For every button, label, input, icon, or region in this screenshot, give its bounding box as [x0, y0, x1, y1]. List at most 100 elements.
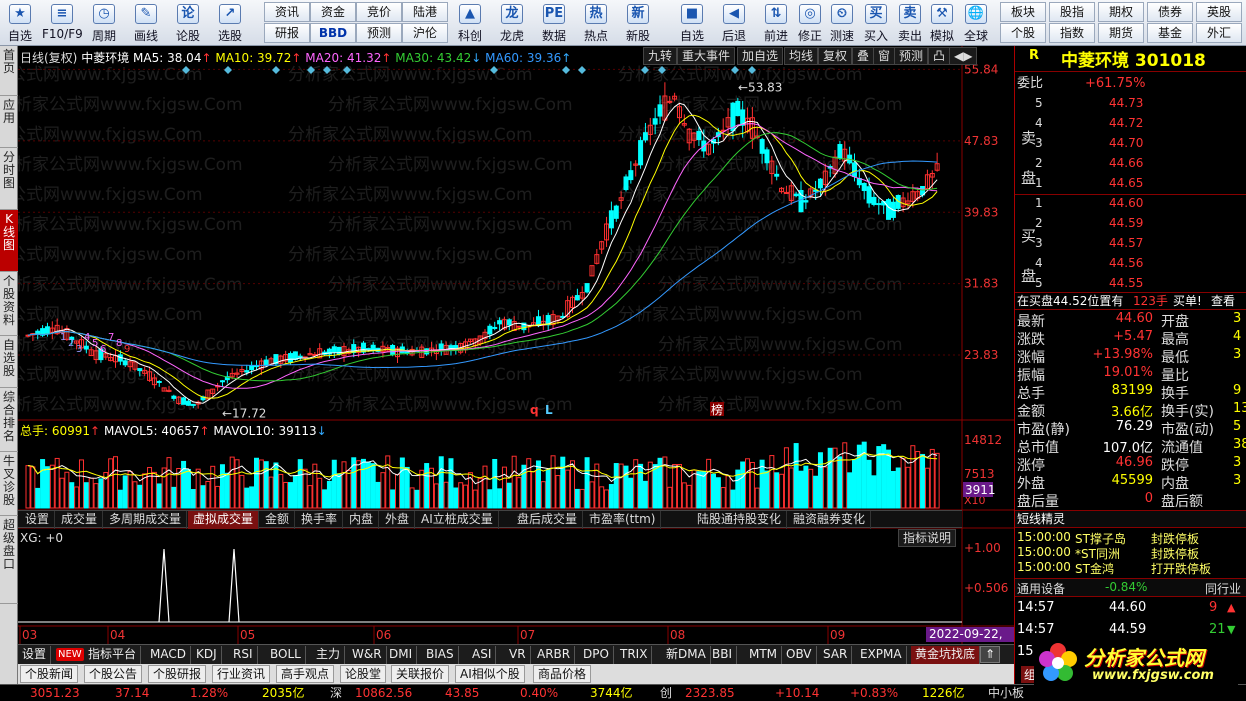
toolbar-btn-13[interactable]: ⇅ 前进 [756, 2, 796, 44]
grid2-btn-3-0[interactable]: 债券 [1147, 2, 1193, 22]
event-diamond-icon[interactable] [748, 66, 756, 74]
vol-tab-3[interactable]: 虚拟成交量 [188, 511, 260, 529]
toolbar-btn-14[interactable]: ◎ 修正 [790, 2, 830, 44]
grid2-btn-2-1[interactable]: 期货 [1098, 23, 1144, 43]
vol-tab-4[interactable]: 金额 [260, 511, 296, 529]
leftnav-item-2[interactable]: 分时图 [0, 148, 18, 210]
event-diamond-icon[interactable] [641, 66, 649, 74]
indicator-tab-9[interactable]: BIAS [422, 646, 459, 664]
chart-btn-1[interactable]: 重大事件 [677, 47, 736, 65]
vol-tab-11[interactable]: 陆股通持股变化 [692, 511, 788, 529]
kline-canvas[interactable]: 分析家公式网www.fxjgsw.Com 分析家公式网www.fxjgsw.Com… [18, 46, 1014, 644]
grid1-btn-0-1[interactable]: 研报 [264, 23, 310, 43]
l-marker[interactable]: L [545, 403, 553, 417]
info-tab-3[interactable]: 行业资讯 [212, 665, 271, 683]
indicator-tab-13[interactable]: DPO [579, 646, 614, 664]
indicator-tab-3[interactable]: KDJ [192, 646, 222, 664]
vol-tab-7[interactable]: 外盘 [380, 511, 416, 529]
grid2-btn-4-0[interactable]: 英股 [1196, 2, 1242, 22]
toolbar-btn-1[interactable]: ≡ F10/F9 [42, 2, 83, 44]
indicator-tab-5[interactable]: BOLL [266, 646, 306, 664]
indicator-tab-2[interactable]: MACD [146, 646, 191, 664]
toolbar-btn-11[interactable]: ■ 自选 [672, 2, 712, 44]
leftnav-item-0[interactable]: 首页 [0, 46, 18, 96]
toolbar-btn-10[interactable]: 新新股 [618, 2, 658, 44]
indicator-tab-14[interactable]: TRIX [616, 646, 653, 664]
indicator-tab-10[interactable]: ASI [468, 646, 497, 664]
chart-btn-3[interactable]: 均线 [784, 47, 819, 65]
event-diamond-icon[interactable] [182, 66, 190, 74]
event-diamond-icon[interactable] [658, 66, 666, 74]
vol-tab-9[interactable]: 盘后成交量 [512, 511, 584, 529]
event-diamond-icon[interactable] [323, 66, 331, 74]
scroll-up-icon[interactable]: ⇑ [980, 646, 1000, 663]
grid2-btn-1-0[interactable]: 股指 [1049, 2, 1095, 22]
toolbar-btn-7[interactable]: 龙龙虎 [492, 2, 532, 44]
grid1-btn-3-0[interactable]: 陆港 [402, 2, 448, 22]
grid1-btn-0-0[interactable]: 资讯 [264, 2, 310, 22]
sector-row[interactable]: 通用设备 -0.84% 同行业 [1015, 578, 1246, 597]
indicator-tab-17[interactable]: MTM [745, 646, 783, 664]
toolbar-btn-9[interactable]: 热热点 [576, 2, 616, 44]
event-diamond-icon[interactable] [731, 66, 739, 74]
toolbar-btn-17[interactable]: 卖卖出 [890, 2, 930, 44]
event-diamond-icon[interactable] [307, 66, 315, 74]
info-tab-5[interactable]: 论股堂 [340, 665, 387, 683]
chart-btn-5[interactable]: 叠 [852, 47, 875, 65]
grid2-btn-4-1[interactable]: 外汇 [1196, 23, 1242, 43]
info-tab-2[interactable]: 个股研报 [148, 665, 207, 683]
leftnav-item-5[interactable]: 自选股 [0, 336, 18, 388]
grid1-btn-3-1[interactable]: 沪伦 [402, 23, 448, 43]
grid1-btn-2-0[interactable]: 竞价 [356, 2, 402, 22]
grid1-btn-1-0[interactable]: 资金 [310, 2, 356, 22]
leftnav-item-8[interactable]: 超级盘口 [0, 516, 18, 604]
vol-tab-5[interactable]: 换手率 [296, 511, 344, 529]
vol-tab-2[interactable]: 多周期成交量 [104, 511, 188, 529]
chart-btn-2[interactable]: 加自选 [737, 47, 784, 65]
indicator-tab-8[interactable]: DMI [385, 646, 418, 664]
info-tab-8[interactable]: 商品价格 [533, 665, 592, 683]
vol-tab-1[interactable]: 成交量 [56, 511, 104, 529]
leftnav-item-3[interactable]: K线图 [0, 210, 18, 272]
indicator-tab-15[interactable]: 新DMA [662, 646, 711, 664]
info-tab-4[interactable]: 高手观点 [276, 665, 335, 683]
indicator-tab-7[interactable]: W&R [348, 646, 387, 664]
info-tab-0[interactable]: 个股新闻 [20, 665, 79, 683]
indicator-tab-18[interactable]: OBV [782, 646, 817, 664]
grid2-btn-0-0[interactable]: 板块 [1000, 2, 1046, 22]
grid2-btn-2-0[interactable]: 期权 [1098, 2, 1144, 22]
toolbar-btn-15[interactable]: ⏲ 测速 [822, 2, 862, 44]
indicator-tab-19[interactable]: SAR [819, 646, 853, 664]
leftnav-item-1[interactable]: 应用 [0, 96, 18, 148]
indicator-tab-21[interactable]: 黄金坑找底 [911, 646, 981, 664]
chart-btn-4[interactable]: 复权 [818, 47, 853, 65]
toolbar-btn-0[interactable]: ★ 自选 [0, 2, 40, 44]
toolbar-btn-5[interactable]: ↗ 选股 [210, 2, 250, 44]
chart-btn-6[interactable]: 窗 [873, 47, 896, 65]
grid2-btn-1-1[interactable]: 指数 [1049, 23, 1095, 43]
indicator-tab-6[interactable]: 主力 [312, 646, 346, 664]
chart-btn-7[interactable]: 预测 [894, 47, 929, 65]
chart-btn-8[interactable]: 凸 [928, 47, 951, 65]
toolbar-btn-6[interactable]: ▲ 科创 [450, 2, 490, 44]
grid1-btn-2-1[interactable]: 预测 [356, 23, 402, 43]
leftnav-item-6[interactable]: 综合排名 [0, 388, 18, 452]
chart-btn-0[interactable]: 九转 [643, 47, 678, 65]
event-diamond-icon[interactable] [562, 66, 570, 74]
toolbar-btn-12[interactable]: ◀ 后退 [714, 2, 754, 44]
event-diamond-icon[interactable] [343, 66, 351, 74]
indicator-tab-16[interactable]: BBI [708, 646, 738, 664]
vol-tab-12[interactable]: 融资融券变化 [788, 511, 872, 529]
toolbar-btn-4[interactable]: 论论股 [168, 2, 208, 44]
leftnav-item-7[interactable]: 牛叉诊股 [0, 452, 18, 516]
vol-tab-6[interactable]: 内盘 [344, 511, 380, 529]
kline-chart-area[interactable]: 分析家公式网www.fxjgsw.Com 分析家公式网www.fxjgsw.Com… [18, 46, 1014, 686]
indicator-tab-20[interactable]: EXPMA [856, 646, 907, 664]
indicator-tab-11[interactable]: VR [505, 646, 531, 664]
order-notice[interactable]: 在买盘44.52位置有 123手 买单! 查看 [1015, 292, 1246, 310]
bang-marker[interactable]: 榜 [711, 402, 723, 417]
vol-tab-8[interactable]: AI立桩成交量 [416, 511, 499, 529]
toolbar-btn-16[interactable]: 买买入 [856, 2, 896, 44]
grid2-btn-0-1[interactable]: 个股 [1000, 23, 1046, 43]
indicator-tab-12[interactable]: ARBR [533, 646, 576, 664]
